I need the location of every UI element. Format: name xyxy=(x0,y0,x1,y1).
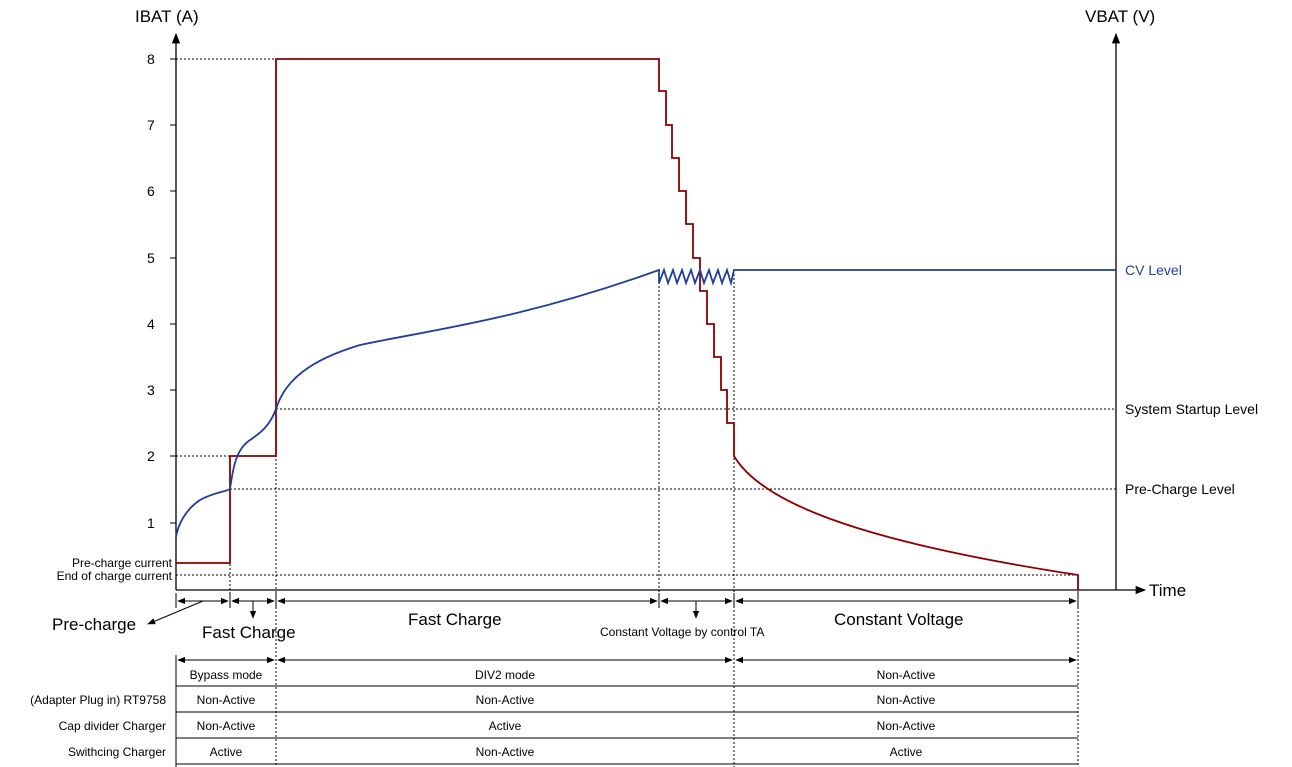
precharge-level-label: Pre-Charge Level xyxy=(1125,481,1235,497)
table-row-1-cell-2: Non-Active xyxy=(476,693,535,707)
guide-lines xyxy=(176,58,1116,767)
table-row-3-label: Swithcing Charger xyxy=(68,745,166,759)
phase-constant-voltage-label: Constant Voltage xyxy=(834,610,963,629)
right-axis-title: VBAT (V) xyxy=(1085,7,1155,26)
y-tick-7: 7 xyxy=(147,117,155,133)
system-startup-level-label: System Startup Level xyxy=(1125,401,1258,417)
table-row-3-cell-2: Non-Active xyxy=(476,745,535,759)
table-row-2-label: Cap divider Charger xyxy=(59,719,166,733)
y-tick-group xyxy=(170,58,176,524)
phase-precharge-label: Pre-charge xyxy=(52,615,136,634)
table-row-1-label: (Adapter Plug in) RT9758 xyxy=(30,693,166,707)
phase-cv-by-ta-label: Constant Voltage by control TA xyxy=(600,625,764,639)
y-tick-4: 4 xyxy=(147,316,155,332)
y-tick-6: 6 xyxy=(147,183,155,199)
mode-div2-label: DIV2 mode xyxy=(475,668,535,682)
phase-fast-charge-1-label: Fast Charge xyxy=(202,623,296,642)
phase-fast-charge-2-label: Fast Charge xyxy=(408,610,502,629)
y-tick-3: 3 xyxy=(147,382,155,398)
end-of-charge-current-label: End of charge current xyxy=(57,569,173,583)
mode-cv-non-active-label: Non-Active xyxy=(877,668,936,682)
table-row-1-cell-1: Non-Active xyxy=(197,693,256,707)
table-row-2-cell-1: Non-Active xyxy=(197,719,256,733)
table-row-3-cell-1: Active xyxy=(210,745,243,759)
time-axis-title: Time xyxy=(1149,581,1186,600)
y-tick-5: 5 xyxy=(147,250,155,266)
table-row-1-cell-3: Non-Active xyxy=(877,693,936,707)
table-row-2-cell-2: Active xyxy=(489,719,522,733)
y-tick-8: 8 xyxy=(147,51,155,67)
table-row-2-cell-3: Non-Active xyxy=(877,719,936,733)
status-table-grid xyxy=(175,655,1078,767)
precharge-current-label: Pre-charge current xyxy=(72,556,173,570)
mode-bypass-label: Bypass mode xyxy=(190,668,263,682)
y-tick-2: 2 xyxy=(147,448,155,464)
vbat-voltage-curve xyxy=(175,267,1116,538)
cv-level-label: CV Level xyxy=(1125,262,1182,278)
y-tick-1: 1 xyxy=(147,515,155,531)
left-axis-title: IBAT (A) xyxy=(135,7,199,26)
ibat-current-curve xyxy=(176,58,1079,590)
table-row-3-cell-3: Active xyxy=(890,745,923,759)
phase-arrows xyxy=(147,593,1079,625)
